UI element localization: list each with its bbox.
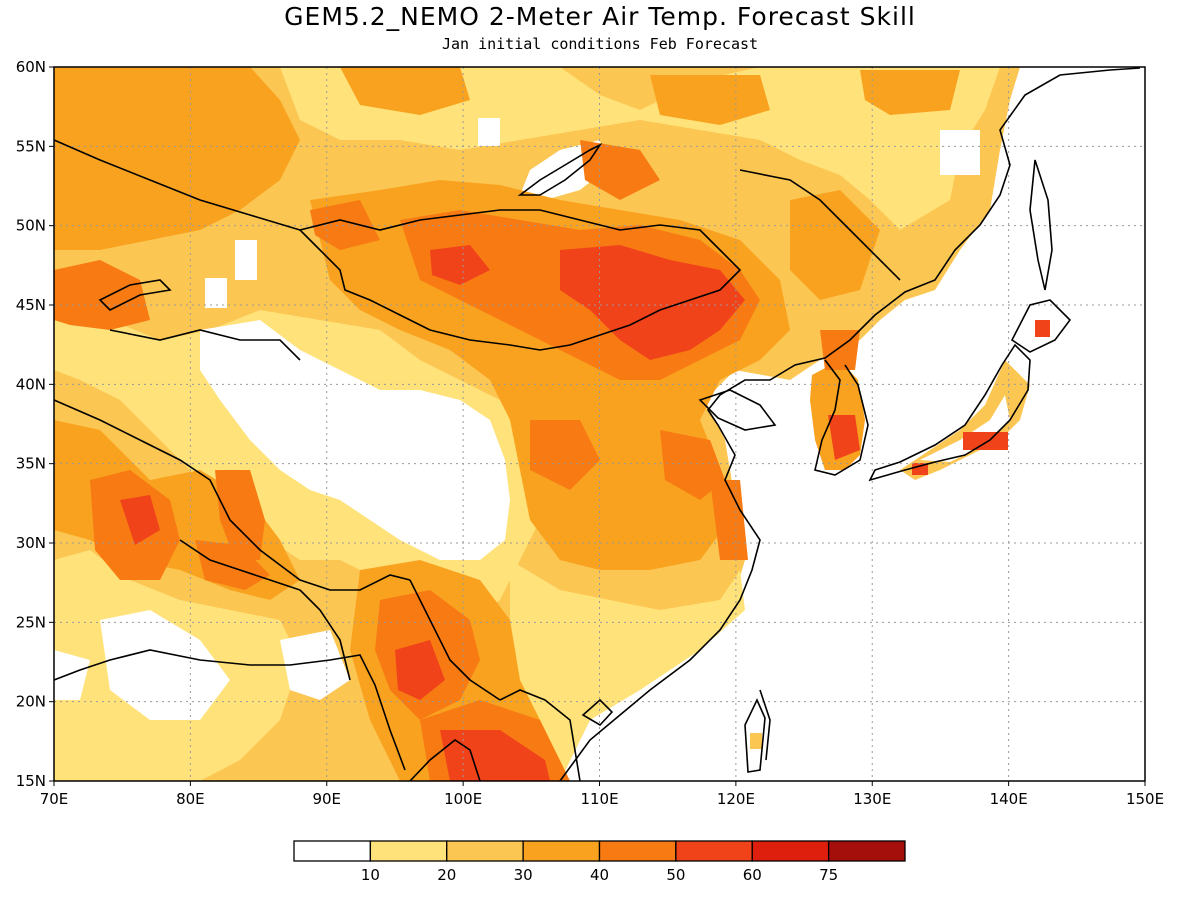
lon-tick-label: 80E <box>176 790 205 808</box>
lon-tick-label: 140E <box>990 790 1028 808</box>
lon-tick-label: 130E <box>853 790 891 808</box>
colorbar-level-label: 75 <box>819 866 838 884</box>
lat-tick-label: 25N <box>16 613 46 631</box>
skill-region-below-10 <box>200 320 510 560</box>
lat-tick-label: 45N <box>16 296 46 314</box>
skill-field <box>54 67 1145 781</box>
skill-region-30-40 <box>54 67 300 250</box>
colorbar-level-label: 50 <box>666 866 685 884</box>
lat-tick-label: 35N <box>16 455 46 473</box>
skill-region-50-60 <box>560 245 745 360</box>
gridlines <box>54 67 1145 781</box>
lat-tick-label: 15N <box>16 772 46 790</box>
lat-tick-label: 50N <box>16 217 46 235</box>
axis-ticks: 70E 80E 90E 100E 110E 120E 130E 140E 150E 15N 20N 2… <box>16 58 1164 808</box>
lon-tick-label: 150E <box>1126 790 1164 808</box>
lat-tick-label: 30N <box>16 534 46 552</box>
colorbar-swatch <box>827 840 906 862</box>
japan-land <box>900 360 1030 480</box>
colorbar-level-label: 20 <box>437 866 456 884</box>
colorbar-level-label: 60 <box>743 866 762 884</box>
colorbar-legend: 10 20 30 40 50 60 75 <box>293 840 906 884</box>
colorbar-swatch <box>369 840 448 862</box>
colorbar-swatch <box>293 840 372 862</box>
colorbar-swatch <box>675 840 753 862</box>
lon-tick-label: 90E <box>312 790 341 808</box>
map-subtitle: Jan initial conditions Feb Forecast <box>441 35 759 53</box>
lon-tick-label: 110E <box>580 790 618 808</box>
colorbar-level-label: 10 <box>361 866 380 884</box>
colorbar-level-label: 40 <box>590 866 609 884</box>
coastlines <box>54 67 1141 781</box>
lon-tick-label: 100E <box>444 790 482 808</box>
lat-tick-label: 60N <box>16 58 46 76</box>
map-title: GEM5.2_NEMO 2-Meter Air Temp. Forecast S… <box>284 2 916 31</box>
colorbar-level-label: 30 <box>514 866 533 884</box>
lat-tick-label: 20N <box>16 693 46 711</box>
skill-region-10-20 <box>280 67 1000 230</box>
colorbar-swatch <box>446 840 524 862</box>
colorbar-swatch <box>598 840 677 862</box>
colorbar-swatch <box>522 840 601 862</box>
lat-tick-label: 55N <box>16 137 46 155</box>
lat-tick-label: 40N <box>16 375 46 393</box>
colorbar-swatch <box>751 840 830 862</box>
lon-tick-label: 120E <box>717 790 755 808</box>
lon-tick-label: 70E <box>40 790 69 808</box>
